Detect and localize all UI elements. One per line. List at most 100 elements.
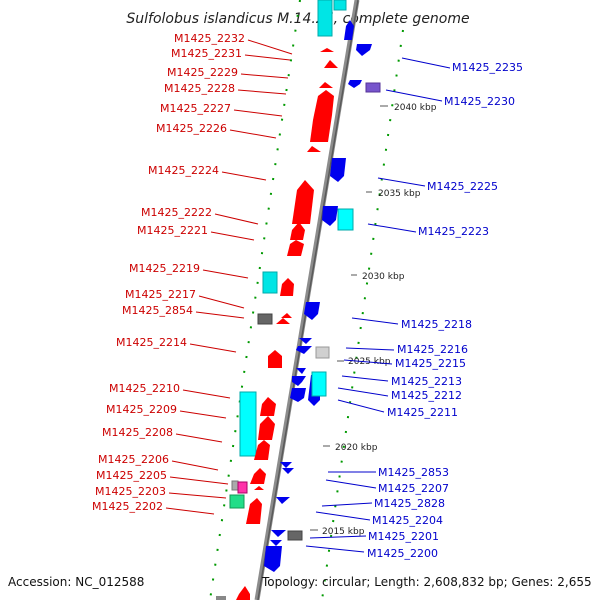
gene-feature[interactable] xyxy=(322,206,338,226)
gene-feature[interactable] xyxy=(356,44,372,56)
gene-label[interactable]: M1425_2216 xyxy=(397,343,468,356)
gene-label[interactable]: M1425_2229 xyxy=(167,66,238,79)
gene-feature[interactable] xyxy=(229,494,245,509)
gene-label[interactable]: M1425_2207 xyxy=(378,482,449,495)
gene-feature[interactable] xyxy=(324,60,338,68)
gene-feature[interactable] xyxy=(276,318,290,324)
gene-label[interactable]: M1425_2854 xyxy=(122,304,193,317)
gene-label[interactable]: M1425_2200 xyxy=(367,547,438,560)
gene-feature[interactable] xyxy=(258,416,275,440)
gene-label[interactable]: M1425_2221 xyxy=(137,224,208,237)
gene-label[interactable]: M1425_2235 xyxy=(452,61,523,74)
gene-label[interactable]: M1425_2223 xyxy=(418,225,489,238)
gene-label[interactable]: M1425_2853 xyxy=(378,466,449,479)
forward-strand-features xyxy=(216,0,338,600)
gene-feature[interactable] xyxy=(292,376,306,386)
gene-feature[interactable] xyxy=(216,596,226,600)
gene-feature[interactable] xyxy=(280,278,294,296)
gene-feature[interactable] xyxy=(280,462,292,468)
gene-label[interactable]: M1425_2205 xyxy=(96,469,167,482)
gene-feature[interactable] xyxy=(307,146,321,152)
gene-feature[interactable] xyxy=(299,338,312,344)
gene-label[interactable]: M1425_2201 xyxy=(368,530,439,543)
gene-feature[interactable] xyxy=(348,80,362,88)
gene-label[interactable]: M1425_2212 xyxy=(391,389,462,402)
gene-label[interactable]: M1425_2214 xyxy=(116,336,187,349)
gene-feature[interactable] xyxy=(246,498,262,524)
gene-feature[interactable] xyxy=(282,468,294,474)
gene-feature[interactable] xyxy=(314,90,334,115)
gene-feature[interactable] xyxy=(231,480,239,491)
gene-feature[interactable] xyxy=(268,350,282,368)
gene-label[interactable]: M1425_2203 xyxy=(95,485,166,498)
right-gene-labels: M1425_2235 M1425_2230 M1425_2225 M1425_2… xyxy=(305,57,523,560)
reverse-strand-features xyxy=(264,0,381,572)
gene-feature[interactable] xyxy=(333,0,347,11)
gene-label[interactable]: M1425_2209 xyxy=(106,403,177,416)
gene-label[interactable]: M1425_2204 xyxy=(372,514,443,527)
gene-feature[interactable] xyxy=(237,481,248,494)
gene-label[interactable]: M1425_2219 xyxy=(129,262,200,275)
tick-mark: 2040 kbp xyxy=(380,103,437,113)
gene-feature[interactable] xyxy=(264,546,282,572)
gene-feature[interactable] xyxy=(287,240,304,256)
gene-label[interactable]: M1425_2210 xyxy=(109,382,180,395)
gene-feature[interactable] xyxy=(296,368,306,374)
gene-label[interactable]: M1425_2232 xyxy=(174,32,245,45)
gene-feature[interactable] xyxy=(315,346,330,359)
gene-feature[interactable] xyxy=(296,346,312,354)
gene-feature[interactable] xyxy=(254,440,270,460)
gene-label[interactable]: M1425_2208 xyxy=(102,426,173,439)
gene-feature[interactable] xyxy=(236,586,250,600)
gene-label[interactable]: M1425_2213 xyxy=(391,375,462,388)
gene-label[interactable]: M1425_2231 xyxy=(171,47,242,60)
gene-feature[interactable] xyxy=(304,302,320,320)
gene-feature[interactable] xyxy=(310,115,332,142)
gene-feature[interactable] xyxy=(330,158,346,182)
gene-feature[interactable] xyxy=(311,371,327,397)
tick-label: 2030 kbp xyxy=(362,272,405,282)
left-gene-labels: M1425_2232 M1425_2231 M1425_2229 M1425_2… xyxy=(92,32,293,515)
gene-label[interactable]: M1425_2228 xyxy=(164,82,235,95)
gene-label[interactable]: M1425_2224 xyxy=(148,164,219,177)
gene-label[interactable]: M1425_2226 xyxy=(156,122,227,135)
gene-label[interactable]: M1425_2206 xyxy=(98,453,169,466)
gene-feature[interactable] xyxy=(250,468,266,484)
tick-mark: 2030 kbp xyxy=(351,272,405,282)
tick-mark: 2015 kbp xyxy=(310,527,365,537)
gene-feature[interactable] xyxy=(276,497,290,504)
gene-feature[interactable] xyxy=(270,540,282,546)
gene-feature[interactable] xyxy=(254,486,264,490)
gene-feature[interactable] xyxy=(365,82,381,93)
gene-feature[interactable] xyxy=(271,530,286,537)
gene-label[interactable]: M1425_2222 xyxy=(141,206,212,219)
tick-mark: 2035 kbp xyxy=(366,189,421,199)
gene-feature[interactable] xyxy=(292,180,314,224)
tick-label: 2015 kbp xyxy=(322,527,365,537)
gene-label[interactable]: M1425_2828 xyxy=(374,497,445,510)
gene-label[interactable]: M1425_2225 xyxy=(427,180,498,193)
gene-feature[interactable] xyxy=(344,20,354,40)
gene-label[interactable]: M1425_2215 xyxy=(395,357,466,370)
gene-feature[interactable] xyxy=(320,48,334,52)
gene-feature[interactable] xyxy=(290,388,306,402)
gene-feature[interactable] xyxy=(317,0,333,37)
gene-feature[interactable] xyxy=(262,271,278,294)
gene-feature[interactable] xyxy=(290,222,305,240)
gene-feature[interactable] xyxy=(319,82,333,88)
gene-label[interactable]: M1425_2211 xyxy=(387,406,458,419)
gene-label[interactable]: M1425_2230 xyxy=(444,95,515,108)
gene-feature[interactable] xyxy=(260,397,276,416)
tick-label: 2035 kbp xyxy=(378,189,421,199)
gene-label[interactable]: M1425_2217 xyxy=(125,288,196,301)
gene-feature[interactable] xyxy=(287,530,303,541)
gene-feature[interactable] xyxy=(257,313,273,325)
gene-feature[interactable] xyxy=(281,313,292,318)
gene-label[interactable]: M1425_2218 xyxy=(401,318,472,331)
gene-label[interactable]: M1425_2227 xyxy=(160,102,231,115)
genome-backbone-shadow xyxy=(257,0,359,600)
gene-feature[interactable] xyxy=(337,208,354,231)
gene-label[interactable]: M1425_2202 xyxy=(92,500,163,513)
gene-feature[interactable] xyxy=(239,391,257,457)
